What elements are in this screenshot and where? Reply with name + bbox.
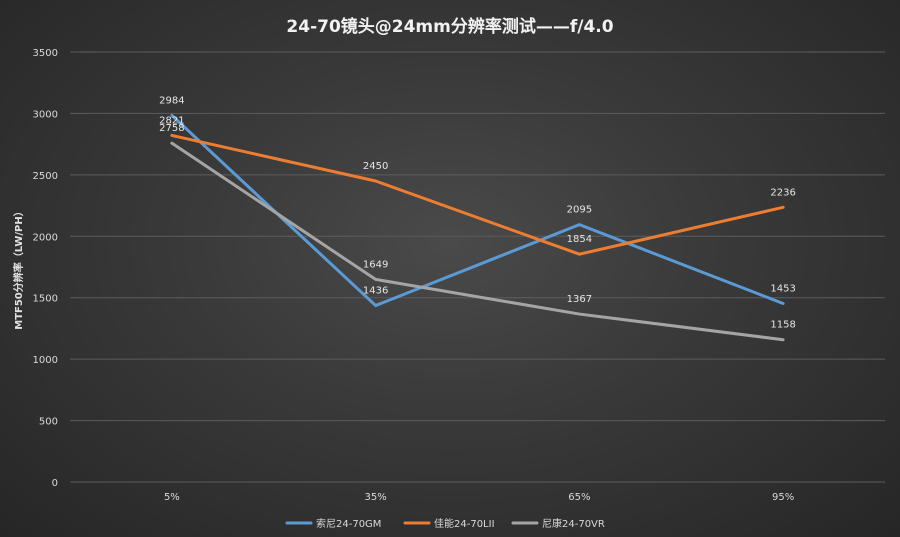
legend-item: 索尼24-70GM <box>285 517 381 530</box>
y-tick-label: 1500 <box>33 294 58 305</box>
data-label: 2758 <box>159 123 184 134</box>
y-tick-label: 2500 <box>33 171 58 182</box>
gridlines <box>70 51 885 483</box>
data-label: 1158 <box>770 320 795 331</box>
legend: 索尼24-70GM 佳能24-70LII 尼康24-70VR <box>285 517 605 530</box>
data-label: 2236 <box>770 187 795 198</box>
x-tick-label: 95% <box>772 492 794 503</box>
data-labels: 2984 1436 2095 1453 2821 2450 1854 2236 2758 1649… <box>159 95 796 330</box>
x-tick-label: 65% <box>568 492 590 503</box>
y-tick-label: 0 <box>52 478 58 489</box>
legend-label: 佳能24-70LII <box>434 517 495 530</box>
series-line <box>170 141 785 342</box>
y-axis-label: MTF50分辨率（LW/PH） <box>12 206 25 330</box>
data-label: 1649 <box>363 259 388 270</box>
y-tick-label: 2000 <box>33 232 58 243</box>
series-line <box>170 133 785 256</box>
data-label: 2821 <box>159 115 184 126</box>
legend-item: 佳能24-70LII <box>403 517 495 530</box>
x-tick-label: 5% <box>164 492 180 503</box>
data-label: 2095 <box>567 205 592 216</box>
y-tick-label: 3500 <box>33 48 58 59</box>
data-label: 2984 <box>159 95 184 106</box>
chart-title: 24-70镜头@24mm分辨率测试——f/4.0 <box>286 16 613 37</box>
legend-label: 索尼24-70GM <box>316 517 381 530</box>
data-label: 1854 <box>567 234 592 245</box>
legend-item: 尼康24-70VR <box>511 517 605 530</box>
y-axis-ticks: 0 500 1000 1500 2000 2500 3000 3500 <box>33 48 58 489</box>
data-label: 1436 <box>363 286 388 297</box>
x-tick-label: 35% <box>365 492 387 503</box>
legend-label: 尼康24-70VR <box>542 517 605 530</box>
data-label: 1367 <box>567 294 592 305</box>
data-label: 2450 <box>363 161 388 172</box>
y-tick-label: 500 <box>39 417 58 428</box>
x-axis-ticks: 5% 35% 65% 95% <box>164 492 794 503</box>
y-tick-label: 3000 <box>33 109 58 120</box>
y-tick-label: 1000 <box>33 355 58 366</box>
data-label: 1453 <box>770 283 795 294</box>
series-lines <box>170 113 785 342</box>
series-line <box>170 113 785 308</box>
